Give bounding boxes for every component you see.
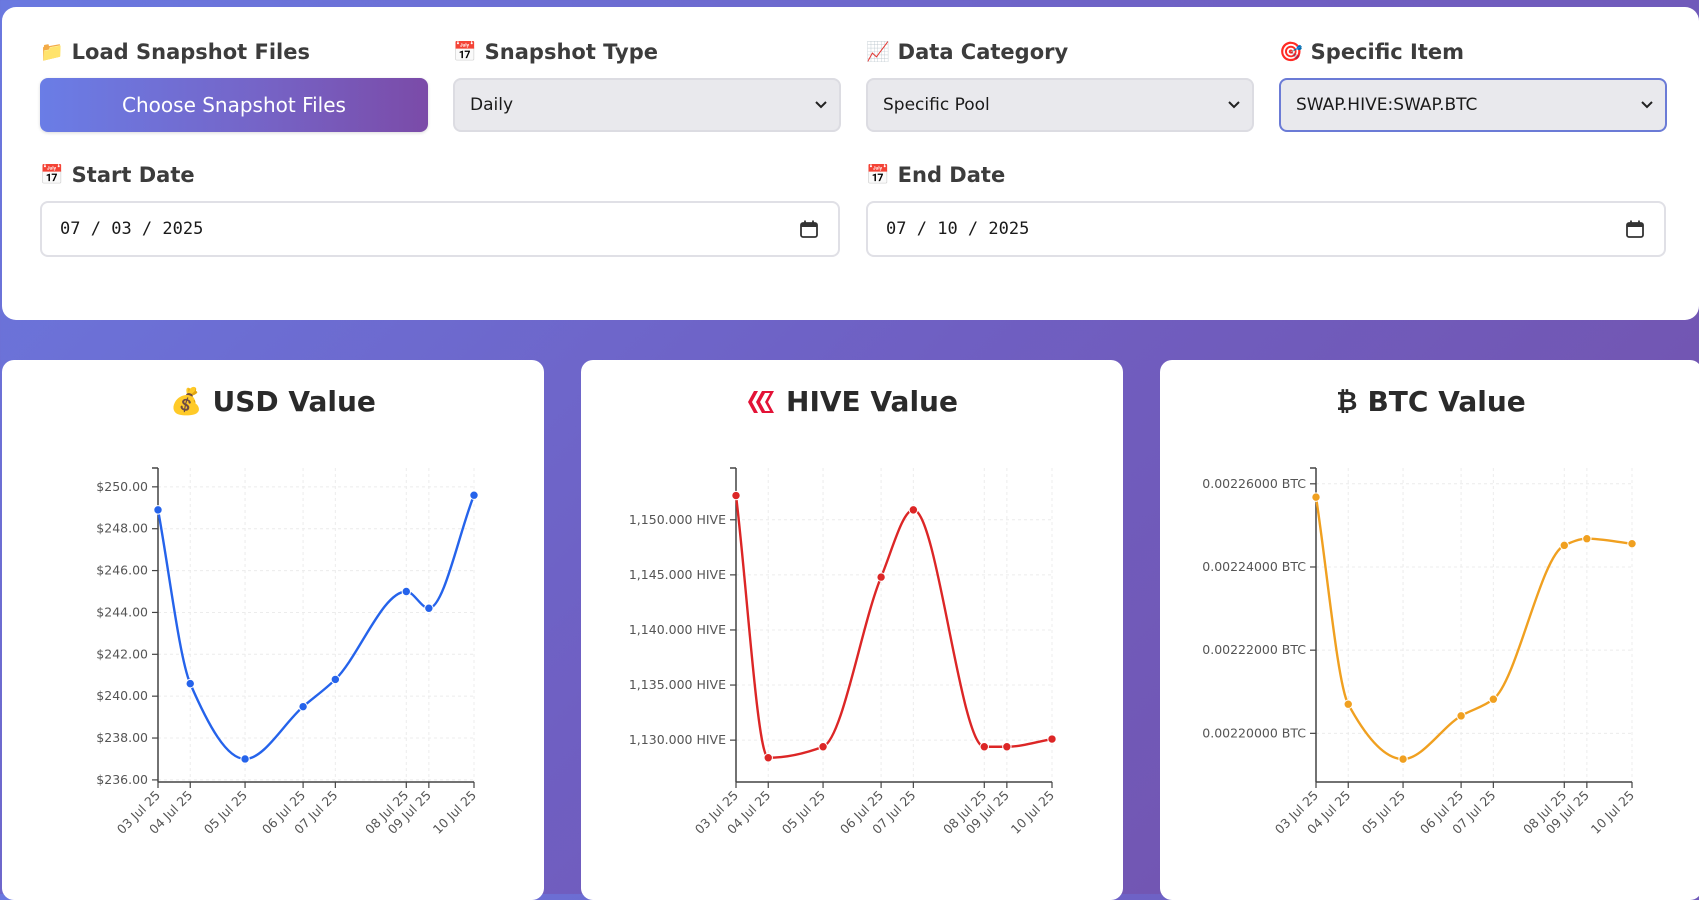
y-tick-label: $240.00 xyxy=(96,688,148,703)
chevron-down-icon xyxy=(815,101,827,109)
data-point[interactable] xyxy=(1343,699,1353,709)
data-point[interactable] xyxy=(979,742,989,752)
y-tick-label: 1,150.000 HIVE xyxy=(629,512,726,527)
snapshot-type-select[interactable]: Daily xyxy=(453,78,841,132)
calendar-icon: 📅 xyxy=(40,164,64,186)
y-tick-label: $246.00 xyxy=(96,563,148,578)
data-point[interactable] xyxy=(401,586,411,597)
specific-item-select[interactable]: SWAP.HIVE:SWAP.BTC xyxy=(1279,78,1667,132)
y-tick-label: $248.00 xyxy=(96,521,148,536)
series-line xyxy=(734,495,1053,759)
data-point[interactable] xyxy=(1456,711,1466,721)
data-point[interactable] xyxy=(763,753,773,763)
chevron-down-icon xyxy=(1228,101,1240,109)
series-line xyxy=(1314,496,1633,761)
specific-item-field: 🎯 Specific Item xyxy=(1279,39,1667,65)
chart-title: ₿ BTC Value xyxy=(1160,382,1699,422)
data-point[interactable] xyxy=(1311,492,1321,502)
hive-value-card: HIVE Value 1,130.000 HIVE 1,135.000 HIVE 1… xyxy=(581,360,1123,900)
end-date-input[interactable]: 07 / 10 / 2025 xyxy=(866,201,1666,257)
y-tick-label: 1,140.000 HIVE xyxy=(629,622,726,637)
btc-value-chart: 0.00220000 BTC 0.00222000 BTC 0.00224000 B… xyxy=(1202,467,1637,837)
specific-item-label: 🎯 Specific Item xyxy=(1279,40,1465,64)
x-tick-label: 10 Jul 25 xyxy=(1008,788,1057,837)
data-point[interactable] xyxy=(876,572,886,582)
start-date-label: 📅 Start Date xyxy=(40,163,195,187)
x-tick-label: 10 Jul 25 xyxy=(1588,788,1637,837)
bitcoin-icon: ₿ xyxy=(1336,387,1358,417)
calendar-icon: 📅 xyxy=(866,164,890,186)
chart-title: HIVE Value xyxy=(581,382,1123,422)
chevron-down-icon xyxy=(1641,101,1653,109)
data-point[interactable] xyxy=(469,490,479,500)
data-point[interactable] xyxy=(818,742,828,752)
grid xyxy=(157,468,475,782)
data-point[interactable] xyxy=(298,701,308,712)
data-point[interactable] xyxy=(153,505,163,515)
x-tick-label: 05 Jul 25 xyxy=(779,788,828,837)
money-bag-icon: 💰 xyxy=(170,387,203,417)
hive-logo-icon xyxy=(748,391,775,413)
data-point[interactable] xyxy=(330,674,341,685)
data-point[interactable] xyxy=(1398,754,1408,764)
calendar-icon: 📅 xyxy=(453,41,477,63)
data-point[interactable] xyxy=(1582,534,1592,544)
data-point[interactable] xyxy=(424,603,434,613)
chart-title: 💰 USD Value xyxy=(2,382,544,422)
calendar-picker-icon[interactable] xyxy=(800,220,818,238)
data-point[interactable] xyxy=(185,678,195,689)
hive-value-chart: 1,130.000 HIVE 1,135.000 HIVE 1,140.000 HI… xyxy=(629,467,1057,837)
y-tick-label: 1,135.000 HIVE xyxy=(629,677,726,692)
y-tick-label: 0.00220000 BTC xyxy=(1202,725,1306,740)
x-tick-label: 05 Jul 25 xyxy=(201,788,250,837)
y-tick-label: $242.00 xyxy=(96,646,148,661)
data-point[interactable] xyxy=(240,754,250,764)
data-point[interactable] xyxy=(1047,734,1057,744)
snapshot-type-label: 📅 Snapshot Type xyxy=(453,40,658,64)
data-point[interactable] xyxy=(731,490,741,501)
end-date-label: 📅 End Date xyxy=(866,163,1006,187)
data-point[interactable] xyxy=(1559,540,1569,551)
grid xyxy=(1315,468,1633,782)
grid xyxy=(735,468,1053,782)
y-tick-label: 0.00226000 BTC xyxy=(1202,476,1306,491)
y-tick-label: 1,130.000 HIVE xyxy=(629,732,726,747)
calendar-picker-icon[interactable] xyxy=(1626,220,1644,238)
usd-value-card: 💰 USD Value $236.00 $238.00 $240.00 $242.00… xyxy=(2,360,544,900)
choose-snapshot-files-button[interactable]: Choose Snapshot Files xyxy=(40,78,428,132)
data-category-field: 📈 Data Category xyxy=(866,39,1254,65)
series-line xyxy=(156,494,476,761)
data-point[interactable] xyxy=(1488,694,1499,704)
load-snapshot-label: 📁 Load Snapshot Files xyxy=(40,40,310,64)
folder-icon: 📁 xyxy=(40,41,64,63)
data-category-select[interactable]: Specific Pool xyxy=(866,78,1254,132)
y-tick-label: 1,145.000 HIVE xyxy=(629,567,726,582)
target-icon: 🎯 xyxy=(1279,41,1303,63)
data-category-label: 📈 Data Category xyxy=(866,40,1069,64)
load-snapshot-field: 📁 Load Snapshot Files xyxy=(40,39,428,65)
data-point[interactable] xyxy=(908,505,919,515)
data-point[interactable] xyxy=(1002,742,1012,752)
y-tick-label: $236.00 xyxy=(96,772,148,787)
controls-panel: 📁 Load Snapshot Files Choose Snapshot Fi… xyxy=(2,7,1699,320)
y-tick-label: 0.00224000 BTC xyxy=(1202,559,1306,574)
y-tick-label: 0.00222000 BTC xyxy=(1202,642,1306,657)
x-tick-label: 05 Jul 25 xyxy=(1359,788,1408,837)
start-date-field: 📅 Start Date xyxy=(40,162,840,188)
end-date-field: 📅 End Date xyxy=(866,162,1666,188)
y-tick-label: $250.00 xyxy=(96,479,148,494)
usd-value-chart: $236.00 $238.00 $240.00 $242.00 $244.00 $246.… xyxy=(96,467,479,837)
x-tick-label: 10 Jul 25 xyxy=(430,788,479,837)
btc-value-card: ₿ BTC Value 0.00220000 BTC 0.00222000 BTC… xyxy=(1160,360,1699,900)
y-tick-label: $244.00 xyxy=(96,604,148,619)
chart-icon: 📈 xyxy=(866,41,890,63)
y-tick-label: $238.00 xyxy=(96,730,148,745)
start-date-input[interactable]: 07 / 03 / 2025 xyxy=(40,201,840,257)
snapshot-type-field: 📅 Snapshot Type xyxy=(453,39,841,65)
data-point[interactable] xyxy=(1627,538,1637,549)
